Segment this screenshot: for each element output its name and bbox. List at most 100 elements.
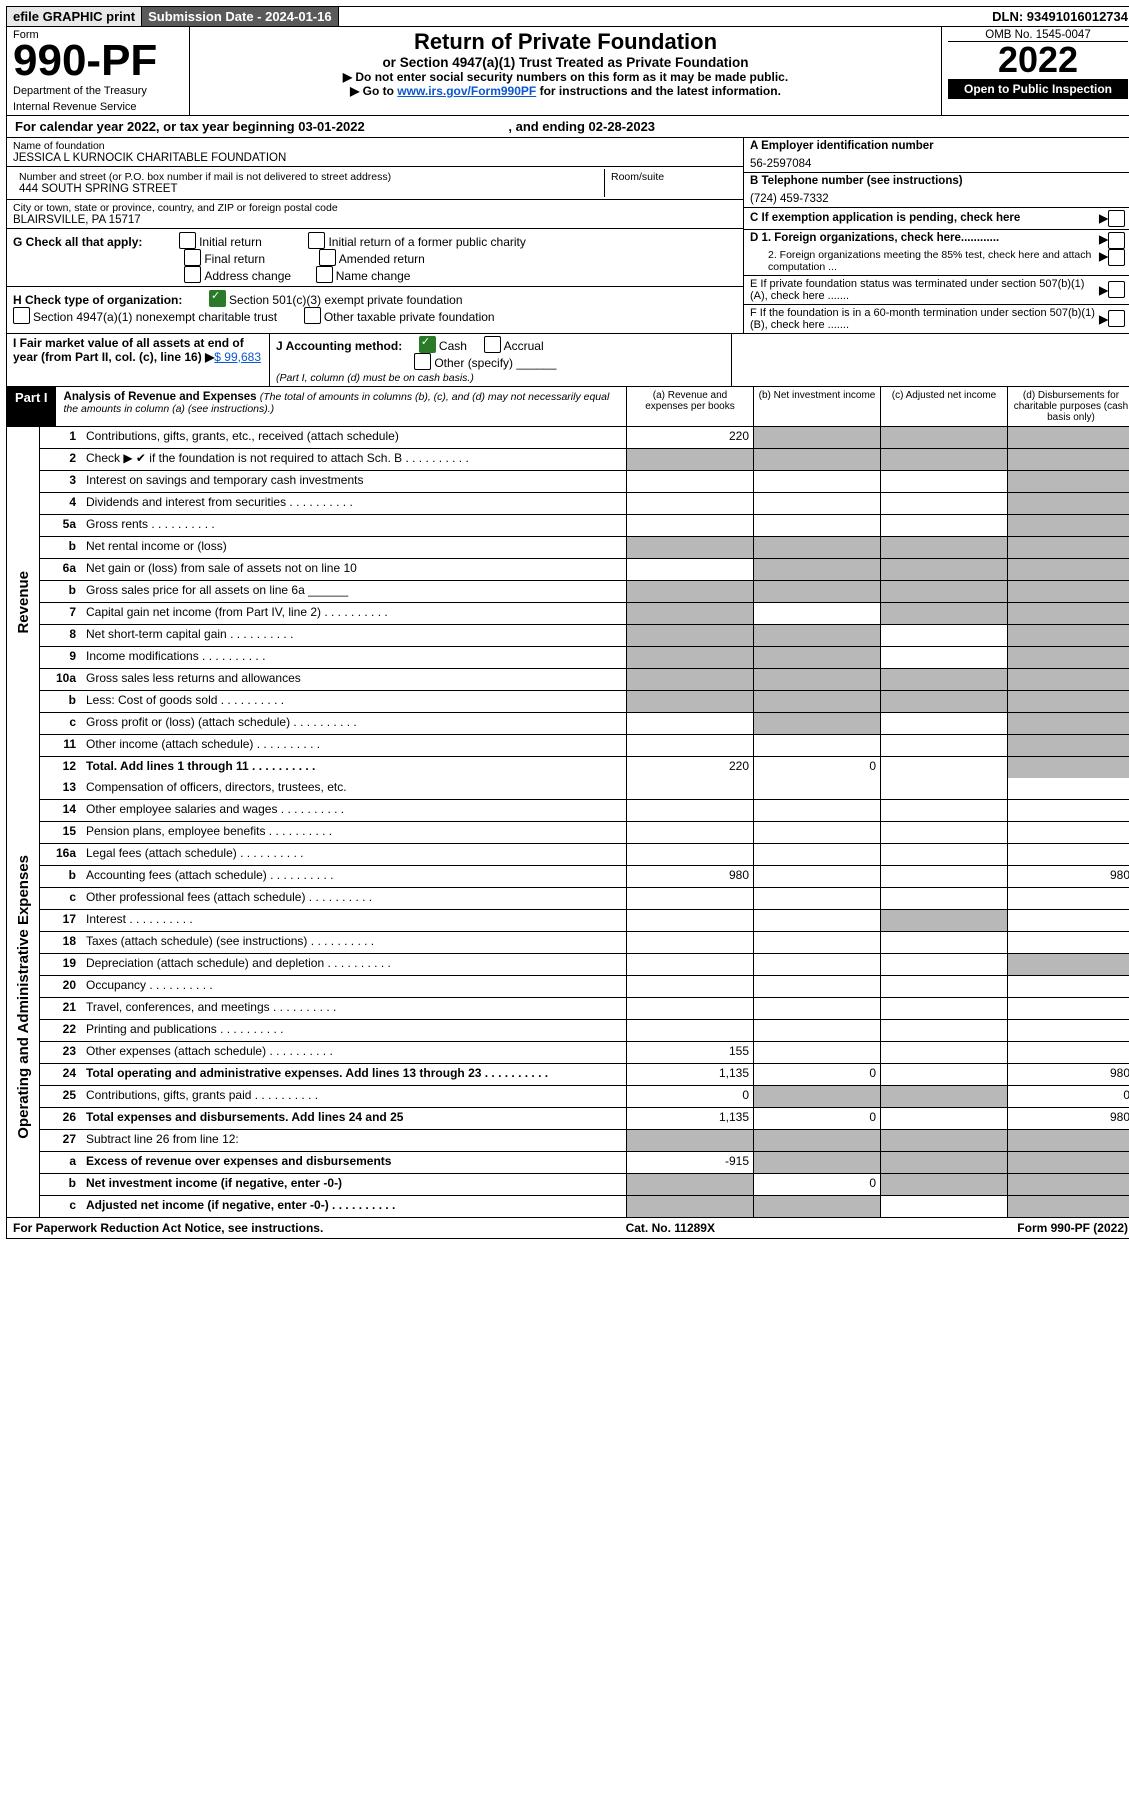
chk-initial[interactable] xyxy=(179,232,196,249)
f-label: F If the foundation is in a 60-month ter… xyxy=(750,307,1099,331)
form-header: Form 990-PF Department of the Treasury I… xyxy=(7,27,1129,115)
city-label: City or town, state or province, country… xyxy=(13,202,737,214)
page-footer: For Paperwork Reduction Act Notice, see … xyxy=(7,1217,1129,1238)
table-row: cGross profit or (loss) (attach schedule… xyxy=(40,713,1129,735)
form-container: Form 990-PF Department of the Treasury I… xyxy=(6,27,1129,1239)
table-row: 13Compensation of officers, directors, t… xyxy=(40,778,1129,800)
top-bar: efile GRAPHIC print Submission Date - 20… xyxy=(6,6,1129,27)
section-h: H Check type of organization: Section 50… xyxy=(7,286,743,327)
dept-treasury: Department of the Treasury xyxy=(13,85,183,97)
table-row: 22Printing and publications xyxy=(40,1020,1129,1042)
table-row: 11Other income (attach schedule) xyxy=(40,735,1129,757)
instr-goto: ▶ Go to www.irs.gov/Form990PF for instru… xyxy=(198,84,933,98)
table-row: 20Occupancy xyxy=(40,976,1129,998)
submission-date: Submission Date - 2024-01-16 xyxy=(142,7,339,26)
chk-e[interactable] xyxy=(1108,281,1125,298)
table-row: 23Other expenses (attach schedule)155 xyxy=(40,1042,1129,1064)
table-row: 15Pension plans, employee benefits xyxy=(40,822,1129,844)
part1-table: Revenue1Contributions, gifts, grants, et… xyxy=(7,426,1129,1217)
table-row: bAccounting fees (attach schedule)980980 xyxy=(40,866,1129,888)
calendar-year-row: For calendar year 2022, or tax year begi… xyxy=(7,115,1129,137)
table-row: aExcess of revenue over expenses and dis… xyxy=(40,1152,1129,1174)
form-link[interactable]: www.irs.gov/Form990PF xyxy=(397,84,536,98)
form-ref: Form 990-PF (2022) xyxy=(1017,1221,1128,1235)
chk-amended[interactable] xyxy=(319,249,336,266)
addr-label: Number and street (or P.O. box number if… xyxy=(19,171,598,183)
form-title: Return of Private Foundation xyxy=(198,29,933,55)
table-row: 19Depreciation (attach schedule) and dep… xyxy=(40,954,1129,976)
chk-cash[interactable] xyxy=(419,336,436,353)
col-b-header: (b) Net investment income xyxy=(753,387,880,426)
table-row: bGross sales price for all assets on lin… xyxy=(40,581,1129,603)
chk-accrual[interactable] xyxy=(484,336,501,353)
ein-label: A Employer identification number xyxy=(750,140,1128,152)
table-row: 10aGross sales less returns and allowanc… xyxy=(40,669,1129,691)
table-row: 1Contributions, gifts, grants, etc., rec… xyxy=(40,427,1129,449)
open-public: Open to Public Inspection xyxy=(948,79,1128,99)
street-address: 444 SOUTH SPRING STREET xyxy=(19,183,598,195)
section-g: G Check all that apply: Initial return I… xyxy=(7,228,743,286)
cat-no: Cat. No. 11289X xyxy=(626,1221,715,1235)
dln: DLN: 93491016012734 xyxy=(986,7,1129,26)
table-row: bLess: Cost of goods sold xyxy=(40,691,1129,713)
ein-value: 56-2597084 xyxy=(750,152,1128,170)
chk-other-taxable[interactable] xyxy=(304,307,321,324)
table-row: 6aNet gain or (loss) from sale of assets… xyxy=(40,559,1129,581)
chk-d1[interactable] xyxy=(1108,232,1125,249)
part1-header: Part I Analysis of Revenue and Expenses … xyxy=(7,386,1129,426)
table-row: 12Total. Add lines 1 through 112200 xyxy=(40,757,1129,778)
table-row: 7Capital gain net income (from Part IV, … xyxy=(40,603,1129,625)
fmv-amount[interactable]: $ 99,683 xyxy=(214,350,261,364)
chk-address[interactable] xyxy=(184,266,201,283)
chk-d2[interactable] xyxy=(1108,249,1125,266)
table-row: 25Contributions, gifts, grants paid00 xyxy=(40,1086,1129,1108)
table-row: 24Total operating and administrative exp… xyxy=(40,1064,1129,1086)
name-label: Name of foundation xyxy=(13,140,737,152)
table-row: 8Net short-term capital gain xyxy=(40,625,1129,647)
table-row: 21Travel, conferences, and meetings xyxy=(40,998,1129,1020)
j-note: (Part I, column (d) must be on cash basi… xyxy=(276,372,474,384)
fmv-accounting-row: I Fair market value of all assets at end… xyxy=(7,333,1129,386)
table-row: 18Taxes (attach schedule) (see instructi… xyxy=(40,932,1129,954)
table-row: cOther professional fees (attach schedul… xyxy=(40,888,1129,910)
col-d-header: (d) Disbursements for charitable purpose… xyxy=(1007,387,1129,426)
room-label: Room/suite xyxy=(611,171,731,183)
city-state-zip: BLAIRSVILLE, PA 15717 xyxy=(13,214,737,226)
table-row: cAdjusted net income (if negative, enter… xyxy=(40,1196,1129,1217)
table-row: 5aGross rents xyxy=(40,515,1129,537)
tax-year: 2022 xyxy=(948,42,1128,78)
table-row: 3Interest on savings and temporary cash … xyxy=(40,471,1129,493)
table-row: 26Total expenses and disbursements. Add … xyxy=(40,1108,1129,1130)
chk-final[interactable] xyxy=(184,249,201,266)
efile-print-btn[interactable]: efile GRAPHIC print xyxy=(7,7,142,26)
e-label: E If private foundation status was termi… xyxy=(750,278,1099,302)
table-row: 16aLegal fees (attach schedule) xyxy=(40,844,1129,866)
table-row: 4Dividends and interest from securities xyxy=(40,493,1129,515)
chk-f[interactable] xyxy=(1108,310,1125,327)
chk-c[interactable] xyxy=(1108,210,1125,227)
form-subtitle: or Section 4947(a)(1) Trust Treated as P… xyxy=(198,55,933,70)
foundation-name: JESSICA L KURNOCIK CHARITABLE FOUNDATION xyxy=(13,152,737,164)
table-row: bNet rental income or (loss) xyxy=(40,537,1129,559)
chk-name[interactable] xyxy=(316,266,333,283)
d1-label: D 1. Foreign organizations, check here..… xyxy=(750,232,1099,249)
form-number: 990-PF xyxy=(13,41,183,81)
part1-bar: Part I xyxy=(7,387,56,426)
phone-value: (724) 459-7332 xyxy=(750,187,1128,205)
org-info-grid: Name of foundationJESSICA L KURNOCIK CHA… xyxy=(7,137,1129,333)
table-row: 27Subtract line 26 from line 12: xyxy=(40,1130,1129,1152)
table-row: 14Other employee salaries and wages xyxy=(40,800,1129,822)
irs-label: Internal Revenue Service xyxy=(13,101,183,113)
instr-ssn: ▶ Do not enter social security numbers o… xyxy=(198,70,933,84)
chk-initial-pub[interactable] xyxy=(308,232,325,249)
table-row: 9Income modifications xyxy=(40,647,1129,669)
paperwork-notice: For Paperwork Reduction Act Notice, see … xyxy=(13,1221,323,1235)
chk-4947[interactable] xyxy=(13,307,30,324)
chk-501c3[interactable] xyxy=(209,290,226,307)
table-row: 17Interest xyxy=(40,910,1129,932)
col-a-header: (a) Revenue and expenses per books xyxy=(626,387,753,426)
chk-other-acct[interactable] xyxy=(414,353,431,370)
col-c-header: (c) Adjusted net income xyxy=(880,387,1007,426)
phone-label: B Telephone number (see instructions) xyxy=(750,175,1128,187)
d2-label: 2. Foreign organizations meeting the 85%… xyxy=(768,249,1099,273)
